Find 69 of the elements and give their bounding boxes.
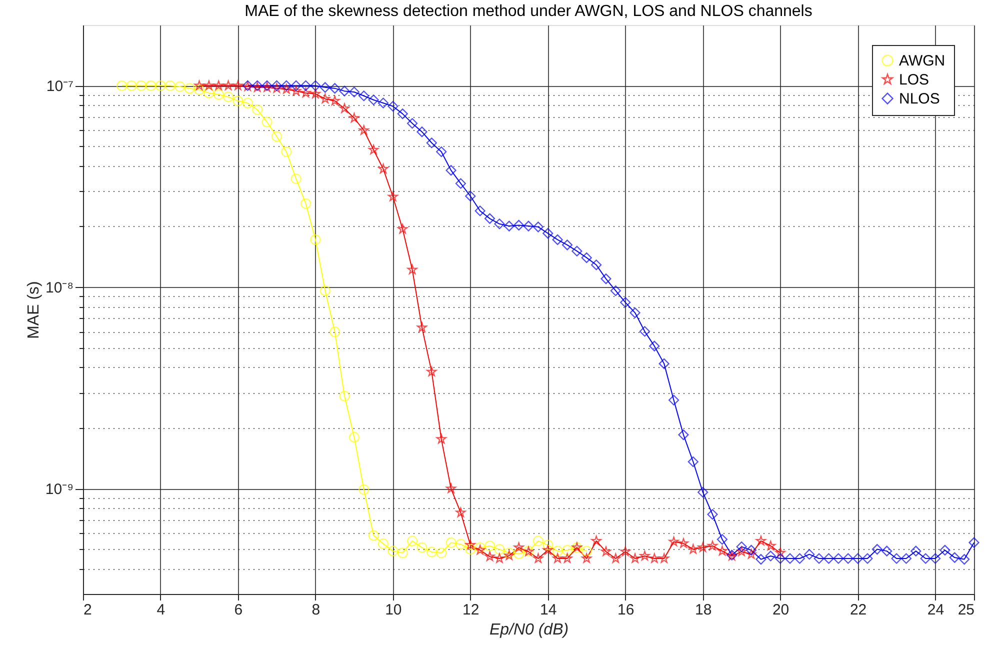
point — [204, 88, 214, 98]
x-tick-label: 12 — [462, 602, 480, 618]
point — [388, 546, 398, 556]
point — [146, 80, 156, 91]
point — [416, 542, 428, 553]
y-tick-label: 10⁻⁸ — [45, 280, 74, 297]
point — [242, 98, 253, 108]
point — [222, 92, 234, 102]
legend-label: NLOS — [899, 90, 940, 108]
point — [474, 542, 486, 553]
point — [339, 390, 350, 402]
point — [397, 548, 408, 558]
x-tick-label: 16 — [618, 602, 634, 618]
x-tick-label: 10 — [385, 602, 402, 618]
point — [581, 546, 592, 556]
point — [174, 81, 186, 92]
point — [116, 80, 128, 91]
point — [184, 83, 195, 94]
point — [455, 538, 466, 550]
point — [348, 432, 360, 442]
point — [494, 544, 505, 555]
point — [281, 146, 292, 158]
point — [552, 546, 563, 556]
point — [368, 530, 379, 541]
legend-label: AWGN — [899, 52, 946, 70]
x-tick-label: 18 — [694, 602, 712, 618]
point — [290, 174, 302, 184]
y-axis-title: MAE (s) — [25, 281, 42, 339]
x-tick-label: 2 — [84, 602, 92, 618]
y-tick-label: 10⁻⁹ — [45, 481, 74, 498]
point — [252, 104, 263, 115]
point — [514, 548, 524, 560]
point — [330, 326, 340, 338]
x-tick-label: 4 — [156, 602, 166, 618]
y-tick-label: 10⁻⁷ — [46, 78, 74, 96]
point — [271, 131, 282, 142]
x-tick-label: 6 — [234, 602, 243, 618]
point — [436, 548, 447, 558]
point — [194, 84, 205, 95]
x-tick-label: 24 — [927, 602, 944, 618]
x-tick-label: 8 — [312, 602, 320, 618]
point — [532, 536, 544, 546]
point — [300, 198, 312, 209]
point — [164, 80, 176, 91]
point — [562, 544, 573, 556]
point — [484, 540, 496, 552]
x-tick-label: 25 — [958, 602, 974, 618]
point — [320, 285, 330, 296]
point — [310, 234, 321, 245]
point — [232, 96, 244, 106]
point — [465, 544, 476, 555]
chart-title: MAE of the skewness detection method under AWGN, LOS and NLOS channels — [244, 3, 812, 20]
point — [426, 546, 437, 558]
x-tick-label: 14 — [540, 602, 557, 618]
point — [126, 80, 137, 91]
point — [504, 548, 514, 558]
point — [542, 540, 554, 550]
point — [213, 89, 224, 100]
point — [155, 80, 166, 91]
point — [446, 537, 456, 548]
point — [262, 116, 272, 128]
point — [378, 538, 389, 549]
x-tick-label: 20 — [772, 602, 790, 618]
x-tick-label: 22 — [850, 602, 867, 618]
point — [358, 484, 370, 495]
point — [406, 536, 418, 546]
legend-label: LOS — [899, 72, 930, 88]
point — [136, 80, 146, 91]
x-axis-title: Ep/N0 (dB) — [489, 622, 569, 638]
